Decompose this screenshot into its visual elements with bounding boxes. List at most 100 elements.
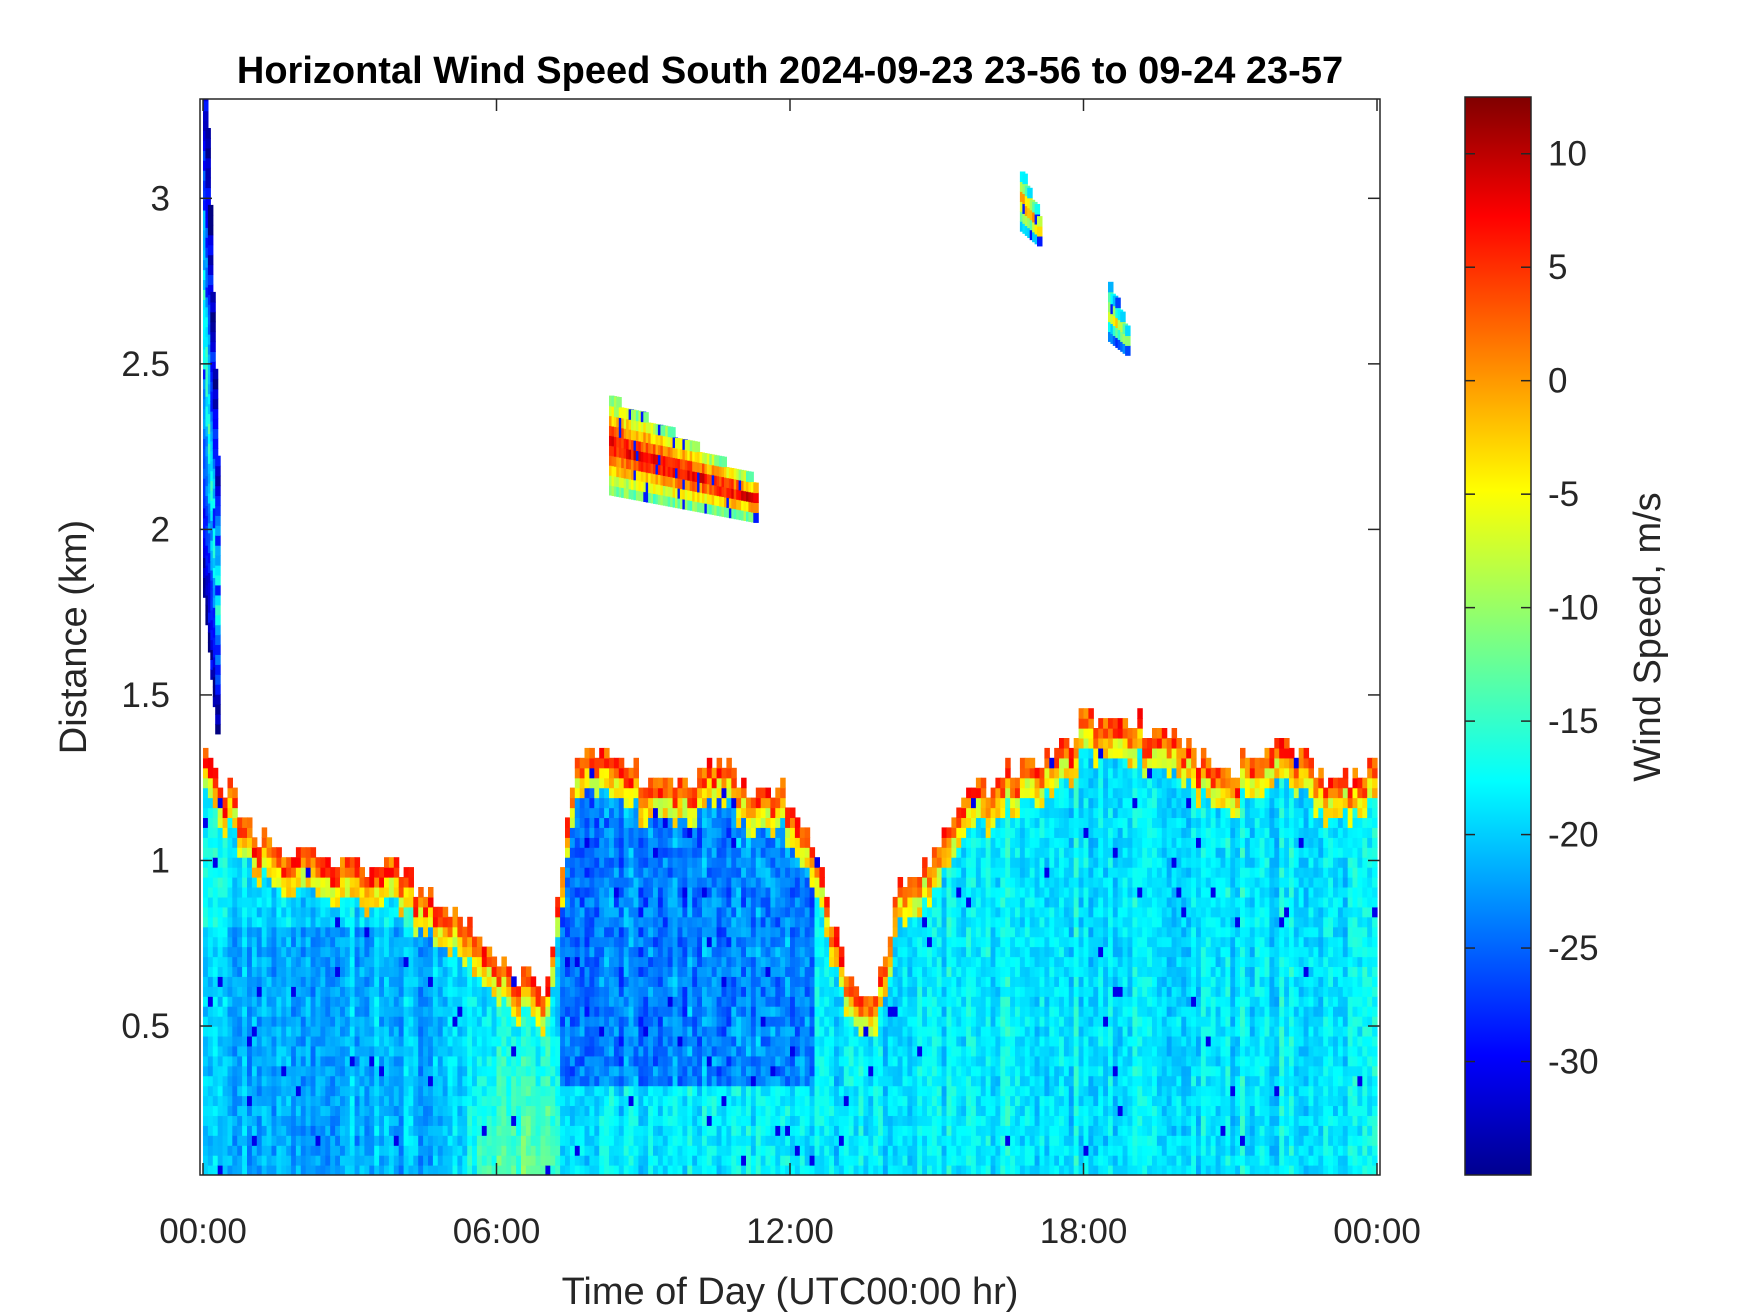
heatmap-cell [657,1016,664,1027]
heatmap-cell [506,976,512,987]
heatmap-cell [672,1035,679,1047]
heatmap-cell [829,1045,835,1057]
heatmap-cell [819,1045,825,1057]
heatmap-cell [657,847,664,858]
heatmap-cell [261,1145,268,1156]
heatmap-cell [657,807,664,819]
heatmap-cell [706,757,713,769]
heatmap-cell [325,877,331,888]
heatmap-cell [731,966,737,977]
heatmap-cell [354,906,361,918]
heatmap-cell [486,976,493,987]
heatmap-cell [917,996,923,1007]
heatmap-cell [374,1135,380,1146]
heatmap-cell [692,1165,698,1175]
heatmap-cell [579,1035,586,1047]
heatmap-cell [799,847,806,858]
heatmap-cell [604,926,610,938]
heatmap-cell [687,946,693,958]
heatmap-cell [584,857,590,868]
heatmap-cell [853,1075,860,1087]
heatmap-cell [770,867,776,878]
heatmap-cell [457,1135,463,1146]
heatmap-cell [750,817,757,828]
heatmap-cell [731,1035,737,1047]
heatmap-cell [667,857,674,868]
heatmap-cell [653,857,659,868]
heatmap-cell [472,1085,478,1097]
heatmap-cell [941,1115,948,1126]
heatmap-cell [873,1135,879,1146]
heatmap-cell [623,867,630,878]
heatmap-cell [829,1085,835,1097]
heatmap-cell [364,1026,370,1037]
heatmap-cell [315,867,321,878]
heatmap-cell [780,1026,786,1037]
heatmap-cell [716,1105,723,1117]
heatmap-cell [941,1026,948,1037]
heatmap-cell [662,877,669,888]
heatmap-cell [359,1045,365,1057]
heatmap-cell [775,837,781,848]
heatmap-cell [702,1006,708,1017]
heatmap-cell [697,767,703,779]
heatmap-cell [227,847,233,858]
heatmap-cell [574,787,581,799]
heatmap-cell [814,1006,820,1017]
heatmap-cell [320,1065,326,1077]
heatmap-cell [711,767,718,779]
heatmap-cell [746,1095,752,1107]
heatmap-cell [638,906,644,918]
heatmap-cell [863,1016,869,1027]
heatmap-cell [711,847,718,858]
heatmap-cell [775,956,781,968]
heatmap-cell [457,986,463,997]
heatmap-cell [628,1045,635,1057]
heatmap-cell [525,1026,532,1037]
heatmap-cell [413,966,419,977]
heatmap-cell [609,777,615,789]
heatmap-cell [266,1125,273,1136]
heatmap-cell [300,916,307,928]
heatmap-cell [364,1045,370,1057]
heatmap-cell [320,1135,326,1146]
heatmap-cell [765,817,771,828]
heatmap-cell [408,906,414,918]
heatmap-cell [760,1115,767,1126]
heatmap-cell [393,1105,400,1117]
heatmap-cell [667,827,674,838]
heatmap-cell [579,1075,586,1087]
heatmap-cell [589,1095,595,1107]
heatmap-cell [741,857,747,868]
heatmap-cell [623,986,630,997]
heatmap-cell [838,1085,845,1097]
heatmap-cell [692,1085,698,1097]
heatmap-cell [247,1026,253,1037]
heatmap-cell [315,1035,321,1047]
heatmap-cell [902,1026,908,1037]
heatmap-cell [423,1035,429,1047]
heatmap-cell [442,966,449,977]
heatmap-cell [692,1016,698,1027]
heatmap-cell [247,906,253,918]
heatmap-cell [765,1075,771,1087]
heatmap-cell [770,1045,776,1057]
heatmap-cell [550,1055,556,1067]
heatmap-cell [662,827,669,838]
heatmap-cell [907,1065,913,1077]
heatmap-cell [374,986,380,997]
heatmap-cell [594,1006,600,1017]
heatmap-cell [393,1035,400,1047]
heatmap-cell [428,1115,434,1126]
heatmap-cell [276,1155,282,1166]
heatmap-cell [462,1075,468,1087]
heatmap-cell [711,986,718,997]
heatmap-cell [946,926,952,938]
heatmap-cell [565,1115,571,1126]
heatmap-cell [291,1115,297,1126]
heatmap-cell [491,1085,498,1097]
heatmap-cell [726,1125,732,1136]
heatmap-cell [555,1026,561,1037]
heatmap-cell [305,1125,312,1136]
heatmap-cell [648,1125,654,1136]
